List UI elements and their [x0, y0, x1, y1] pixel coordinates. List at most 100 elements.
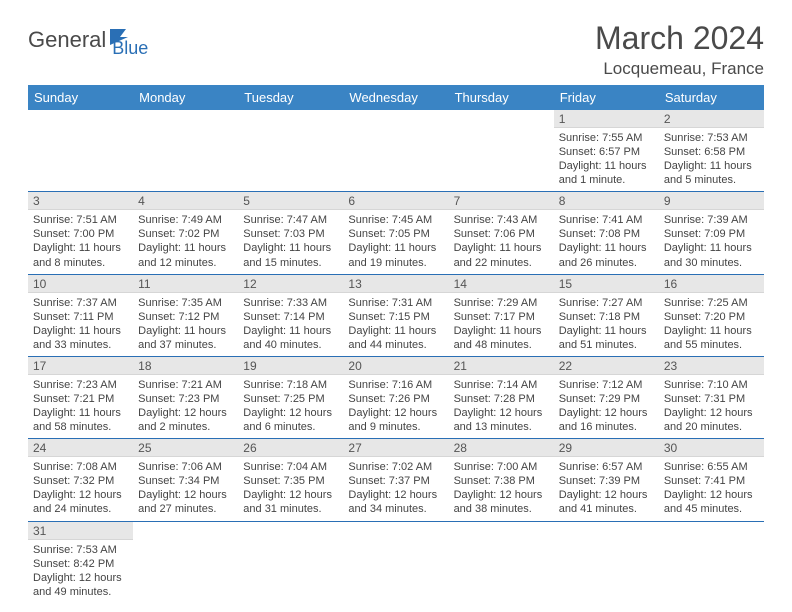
sunrise-line: Sunrise: 7:14 AM: [454, 378, 549, 392]
day-cell: 16Sunrise: 7:25 AMSunset: 7:20 PMDayligh…: [659, 274, 764, 356]
day-cell: 17Sunrise: 7:23 AMSunset: 7:21 PMDayligh…: [28, 356, 133, 438]
daylight-line: Daylight: 11 hours and 22 minutes.: [454, 241, 549, 269]
day-number: 31: [28, 522, 133, 540]
daylight-line: Daylight: 11 hours and 58 minutes.: [33, 406, 128, 434]
day-cell: 22Sunrise: 7:12 AMSunset: 7:29 PMDayligh…: [554, 356, 659, 438]
day-number: 3: [28, 192, 133, 210]
day-details: Sunrise: 7:33 AMSunset: 7:14 PMDaylight:…: [238, 293, 343, 356]
day-cell: 20Sunrise: 7:16 AMSunset: 7:26 PMDayligh…: [343, 356, 448, 438]
sunrise-line: Sunrise: 7:33 AM: [243, 296, 338, 310]
dow-wednesday: Wednesday: [343, 85, 448, 110]
day-cell: 12Sunrise: 7:33 AMSunset: 7:14 PMDayligh…: [238, 274, 343, 356]
day-details: Sunrise: 7:45 AMSunset: 7:05 PMDaylight:…: [343, 210, 448, 273]
sunrise-line: Sunrise: 7:43 AM: [454, 213, 549, 227]
day-details: Sunrise: 7:49 AMSunset: 7:02 PMDaylight:…: [133, 210, 238, 273]
day-details: Sunrise: 7:31 AMSunset: 7:15 PMDaylight:…: [343, 293, 448, 356]
day-number: 2: [659, 110, 764, 128]
sunset-line: Sunset: 7:38 PM: [454, 474, 549, 488]
day-cell-empty: [133, 521, 238, 603]
daylight-line: Daylight: 11 hours and 30 minutes.: [664, 241, 759, 269]
sunrise-line: Sunrise: 7:06 AM: [138, 460, 233, 474]
day-details: Sunrise: 7:12 AMSunset: 7:29 PMDaylight:…: [554, 375, 659, 438]
day-details: Sunrise: 7:39 AMSunset: 7:09 PMDaylight:…: [659, 210, 764, 273]
dow-friday: Friday: [554, 85, 659, 110]
sunrise-line: Sunrise: 7:02 AM: [348, 460, 443, 474]
day-number: 4: [133, 192, 238, 210]
day-details: Sunrise: 7:00 AMSunset: 7:38 PMDaylight:…: [449, 457, 554, 520]
calendar-table: Sunday Monday Tuesday Wednesday Thursday…: [28, 85, 764, 603]
sunrise-line: Sunrise: 7:18 AM: [243, 378, 338, 392]
sunset-line: Sunset: 7:29 PM: [559, 392, 654, 406]
sunrise-line: Sunrise: 7:29 AM: [454, 296, 549, 310]
sunrise-line: Sunrise: 7:31 AM: [348, 296, 443, 310]
week-row: 31Sunrise: 7:53 AMSunset: 8:42 PMDayligh…: [28, 521, 764, 603]
sunrise-line: Sunrise: 7:41 AM: [559, 213, 654, 227]
day-cell: 23Sunrise: 7:10 AMSunset: 7:31 PMDayligh…: [659, 356, 764, 438]
dow-monday: Monday: [133, 85, 238, 110]
sunset-line: Sunset: 7:39 PM: [559, 474, 654, 488]
daylight-line: Daylight: 12 hours and 13 minutes.: [454, 406, 549, 434]
sunset-line: Sunset: 7:17 PM: [454, 310, 549, 324]
sunset-line: Sunset: 7:15 PM: [348, 310, 443, 324]
day-number: 23: [659, 357, 764, 375]
day-number: 1: [554, 110, 659, 128]
day-cell: 26Sunrise: 7:04 AMSunset: 7:35 PMDayligh…: [238, 439, 343, 521]
logo-text-general: General: [28, 27, 106, 53]
day-cell: 27Sunrise: 7:02 AMSunset: 7:37 PMDayligh…: [343, 439, 448, 521]
day-cell-empty: [343, 110, 448, 192]
day-details: Sunrise: 7:14 AMSunset: 7:28 PMDaylight:…: [449, 375, 554, 438]
sunrise-line: Sunrise: 7:55 AM: [559, 131, 654, 145]
day-cell: 29Sunrise: 6:57 AMSunset: 7:39 PMDayligh…: [554, 439, 659, 521]
sunset-line: Sunset: 7:32 PM: [33, 474, 128, 488]
day-number: 22: [554, 357, 659, 375]
sunrise-line: Sunrise: 7:10 AM: [664, 378, 759, 392]
week-row: 10Sunrise: 7:37 AMSunset: 7:11 PMDayligh…: [28, 274, 764, 356]
sunrise-line: Sunrise: 7:00 AM: [454, 460, 549, 474]
sunrise-line: Sunrise: 7:45 AM: [348, 213, 443, 227]
daylight-line: Daylight: 12 hours and 34 minutes.: [348, 488, 443, 516]
day-details: Sunrise: 7:16 AMSunset: 7:26 PMDaylight:…: [343, 375, 448, 438]
day-details: Sunrise: 7:06 AMSunset: 7:34 PMDaylight:…: [133, 457, 238, 520]
daylight-line: Daylight: 12 hours and 24 minutes.: [33, 488, 128, 516]
day-number: 9: [659, 192, 764, 210]
day-details: Sunrise: 7:23 AMSunset: 7:21 PMDaylight:…: [28, 375, 133, 438]
sunset-line: Sunset: 7:02 PM: [138, 227, 233, 241]
day-details: Sunrise: 7:18 AMSunset: 7:25 PMDaylight:…: [238, 375, 343, 438]
daylight-line: Daylight: 12 hours and 2 minutes.: [138, 406, 233, 434]
day-number: 24: [28, 439, 133, 457]
sunset-line: Sunset: 7:23 PM: [138, 392, 233, 406]
day-cell: 25Sunrise: 7:06 AMSunset: 7:34 PMDayligh…: [133, 439, 238, 521]
daylight-line: Daylight: 11 hours and 1 minute.: [559, 159, 654, 187]
day-cell: 10Sunrise: 7:37 AMSunset: 7:11 PMDayligh…: [28, 274, 133, 356]
sunrise-line: Sunrise: 7:37 AM: [33, 296, 128, 310]
day-number: 21: [449, 357, 554, 375]
day-number: 12: [238, 275, 343, 293]
sunrise-line: Sunrise: 7:49 AM: [138, 213, 233, 227]
sunset-line: Sunset: 7:37 PM: [348, 474, 443, 488]
day-details: Sunrise: 7:25 AMSunset: 7:20 PMDaylight:…: [659, 293, 764, 356]
daylight-line: Daylight: 11 hours and 15 minutes.: [243, 241, 338, 269]
sunset-line: Sunset: 7:12 PM: [138, 310, 233, 324]
sunrise-line: Sunrise: 6:55 AM: [664, 460, 759, 474]
daylight-line: Daylight: 11 hours and 26 minutes.: [559, 241, 654, 269]
sunset-line: Sunset: 7:41 PM: [664, 474, 759, 488]
day-cell: 5Sunrise: 7:47 AMSunset: 7:03 PMDaylight…: [238, 192, 343, 274]
day-number: 8: [554, 192, 659, 210]
day-details: Sunrise: 7:53 AMSunset: 8:42 PMDaylight:…: [28, 540, 133, 603]
day-cell: 14Sunrise: 7:29 AMSunset: 7:17 PMDayligh…: [449, 274, 554, 356]
daylight-line: Daylight: 11 hours and 33 minutes.: [33, 324, 128, 352]
day-details: Sunrise: 7:10 AMSunset: 7:31 PMDaylight:…: [659, 375, 764, 438]
sunrise-line: Sunrise: 7:27 AM: [559, 296, 654, 310]
daylight-line: Daylight: 12 hours and 31 minutes.: [243, 488, 338, 516]
daylight-line: Daylight: 11 hours and 55 minutes.: [664, 324, 759, 352]
day-details: Sunrise: 7:35 AMSunset: 7:12 PMDaylight:…: [133, 293, 238, 356]
day-cell: 18Sunrise: 7:21 AMSunset: 7:23 PMDayligh…: [133, 356, 238, 438]
sunset-line: Sunset: 7:08 PM: [559, 227, 654, 241]
day-cell: 13Sunrise: 7:31 AMSunset: 7:15 PMDayligh…: [343, 274, 448, 356]
daylight-line: Daylight: 12 hours and 49 minutes.: [33, 571, 128, 599]
sunset-line: Sunset: 6:57 PM: [559, 145, 654, 159]
daylight-line: Daylight: 11 hours and 44 minutes.: [348, 324, 443, 352]
day-number: 29: [554, 439, 659, 457]
day-number: 7: [449, 192, 554, 210]
dow-saturday: Saturday: [659, 85, 764, 110]
